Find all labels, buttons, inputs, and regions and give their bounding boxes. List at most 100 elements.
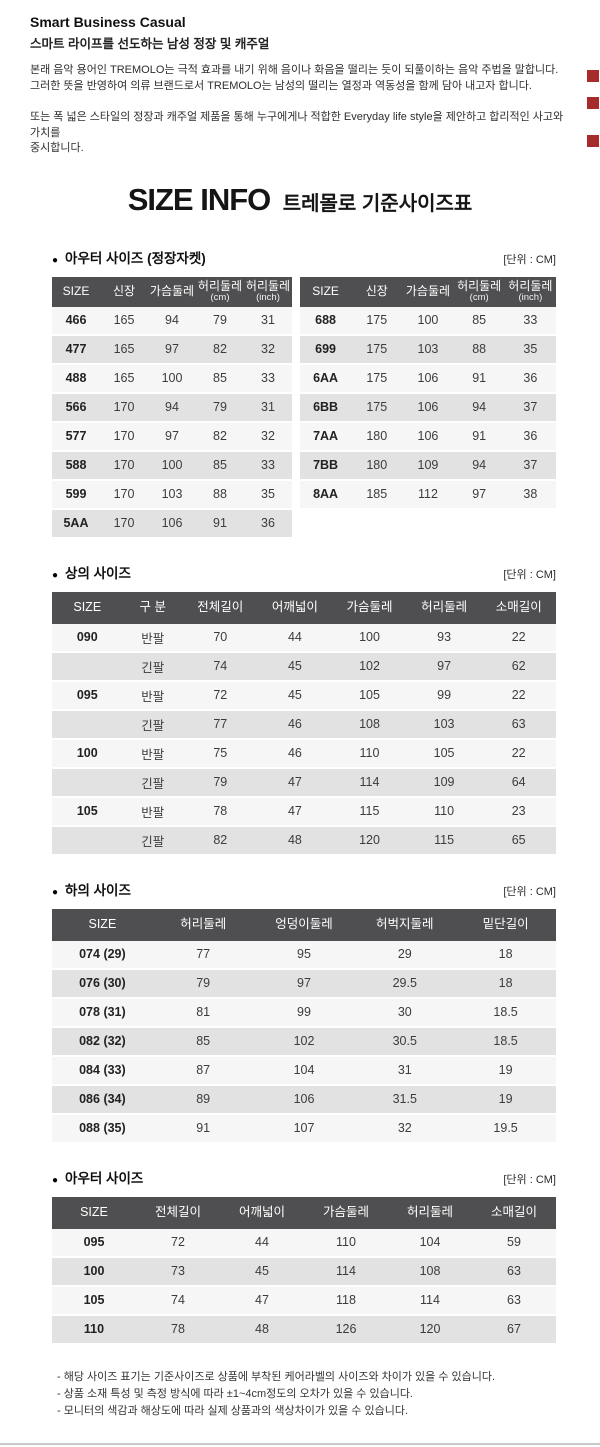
value-cell: 118 xyxy=(304,1286,388,1316)
size-cell: 588 xyxy=(52,451,100,481)
value-cell: 104 xyxy=(388,1228,472,1258)
table-row: 090 반팔 70 44 100 93 22 xyxy=(52,623,556,653)
value-cell: 95 xyxy=(253,940,355,970)
value-cell: 63 xyxy=(472,1286,556,1316)
size-cell: 488 xyxy=(52,364,100,394)
value-cell: 112 xyxy=(402,480,454,510)
value-cell: 114 xyxy=(388,1286,472,1316)
value-cell: 94 xyxy=(148,306,196,336)
bottoms-size-table: SIZE 허리둘레 엉덩이둘레 허벅지둘레 밑단길이 074 (29) 77 95 29 18 07… xyxy=(52,908,556,1144)
table-row: 095 반팔 72 45 105 99 22 xyxy=(52,681,556,711)
size-cell: 7BB xyxy=(300,451,352,481)
value-cell: 106 xyxy=(402,364,454,394)
value-cell: 33 xyxy=(504,306,556,336)
value-cell: 103 xyxy=(148,480,196,510)
outerwear-size-table: SIZE 전체길이 어깨넓이 가슴둘레 허리둘레 소매길이 095 72 44 110 104 59 1… xyxy=(52,1196,556,1345)
value-cell: 165 xyxy=(100,306,148,336)
table-header-cell: SIZE xyxy=(52,1196,136,1229)
size-cell: 074 (29) xyxy=(52,940,153,970)
unit-label: [단위 : CM] xyxy=(503,885,556,898)
value-cell: 110 xyxy=(332,739,407,769)
value-cell: 31 xyxy=(354,1056,456,1086)
value-cell: 19 xyxy=(455,1085,556,1115)
value-cell: 91 xyxy=(152,1114,254,1144)
table-row: 086 (34) 89 106 31.5 19 xyxy=(52,1085,556,1115)
size-cell: 084 (33) xyxy=(52,1056,153,1086)
bullet-icon: ● xyxy=(52,1174,59,1186)
table-row: 074 (29) 77 95 29 18 xyxy=(52,940,556,970)
value-cell: 32 xyxy=(244,422,292,452)
table-header-cell: 어깨넓이 xyxy=(257,591,333,624)
value-cell: 78 xyxy=(136,1315,220,1345)
table-header-cell: SIZE xyxy=(52,276,100,307)
value-cell: 87 xyxy=(152,1056,254,1086)
size-cell: 090 xyxy=(52,623,123,653)
size-cell: 688 xyxy=(300,306,352,336)
section-bottoms: ● 하의 사이즈 [단위 : CM] SIZE 허리둘레 엉덩이둘레 허벅지둘레 밑단길이… xyxy=(52,882,556,1144)
bullet-icon: ● xyxy=(52,569,59,581)
table-row: 688 175 100 85 33 xyxy=(300,306,556,336)
table-header-cell: 허벅지둘레 xyxy=(354,908,456,941)
bullet-icon: ● xyxy=(52,886,59,898)
value-cell: 103 xyxy=(406,710,482,740)
value-cell: 114 xyxy=(332,768,407,798)
value-cell: 47 xyxy=(220,1286,304,1316)
section-outer-jacket: ● 아우터 사이즈 (정장자켓) [단위 : CM] SIZE 신장 가슴둘레 허리둘레… xyxy=(52,250,556,539)
size-cell xyxy=(52,710,123,740)
value-cell: 85 xyxy=(196,451,244,481)
value-cell: 108 xyxy=(388,1257,472,1287)
value-cell: 100 xyxy=(332,623,407,653)
section-title-text: 하의 사이즈 xyxy=(65,882,131,898)
value-cell: 30 xyxy=(354,998,456,1028)
value-cell: 48 xyxy=(257,826,333,856)
table-row: 6AA 175 106 91 36 xyxy=(300,364,556,394)
page-title-en: SIZE INFO xyxy=(127,181,272,217)
table-row: 078 (31) 81 99 30 18.5 xyxy=(52,998,556,1028)
size-cell: 078 (31) xyxy=(52,998,153,1028)
value-cell: 79 xyxy=(196,393,244,423)
size-cell: 082 (32) xyxy=(52,1027,153,1057)
size-cell: 105 xyxy=(52,797,123,827)
note-line: - 상품 소재 특성 및 측정 방식에 따라 ±1~4cm정도의 오차가 있을 … xyxy=(57,1387,413,1400)
value-cell: 165 xyxy=(100,335,148,365)
size-cell xyxy=(52,652,123,682)
value-cell: 99 xyxy=(406,681,482,711)
size-cell: 477 xyxy=(52,335,100,365)
value-cell: 91 xyxy=(453,422,505,452)
value-cell: 107 xyxy=(253,1114,355,1144)
value-cell: 97 xyxy=(148,422,196,452)
value-cell: 47 xyxy=(257,768,333,798)
value-cell: 19.5 xyxy=(455,1114,556,1144)
value-cell: 긴팔 xyxy=(122,652,184,682)
value-cell: 30.5 xyxy=(354,1027,456,1057)
table-header-cell: 가슴둘레 xyxy=(402,276,454,307)
table-header-row: SIZE 신장 가슴둘레 허리둘레 (cm) 허리둘레 (inch) xyxy=(300,276,556,307)
table-header-cell: 소매길이 xyxy=(472,1196,556,1229)
unit-label: [단위 : CM] xyxy=(503,1173,556,1186)
value-cell: 35 xyxy=(504,335,556,365)
intro-paragraph-2: 또는 폭 넓은 스타일의 정장과 캐주얼 제품을 통해 누구에게나 적합한 Ev… xyxy=(30,111,564,154)
size-cell: 105 xyxy=(52,1286,136,1316)
table-header-cell: 밑단길이 xyxy=(455,908,556,941)
value-cell: 36 xyxy=(504,364,556,394)
value-cell: 긴팔 xyxy=(122,710,184,740)
value-cell: 47 xyxy=(257,797,333,827)
section-header: ● 아우터 사이즈 [단위 : CM] xyxy=(52,1170,556,1189)
table-header-cell: 전체길이 xyxy=(136,1196,220,1229)
size-cell xyxy=(52,826,123,856)
section-title-text: 아우터 사이즈 (정장자켓) xyxy=(65,250,206,266)
table-row: 088 (35) 91 107 32 19.5 xyxy=(52,1114,556,1144)
size-cell: 6AA xyxy=(300,364,352,394)
value-cell: 45 xyxy=(220,1257,304,1287)
value-cell: 97 xyxy=(253,969,355,999)
value-cell: 29.5 xyxy=(354,969,456,999)
value-cell: 36 xyxy=(504,422,556,452)
table-row: 566 170 94 79 31 xyxy=(52,393,292,423)
section-title-outer-jacket: ● 아우터 사이즈 (정장자켓) xyxy=(52,250,206,269)
size-cell: 577 xyxy=(52,422,100,452)
tops-size-table: SIZE 구 분 전체길이 어깨넓이 가슴둘레 허리둘레 소매길이 090 반팔 70 44 100 9… xyxy=(52,591,556,856)
table-header-cell: 구 분 xyxy=(122,591,184,624)
value-cell: 37 xyxy=(504,451,556,481)
value-cell: 긴팔 xyxy=(122,768,184,798)
table-row: 084 (33) 87 104 31 19 xyxy=(52,1056,556,1086)
